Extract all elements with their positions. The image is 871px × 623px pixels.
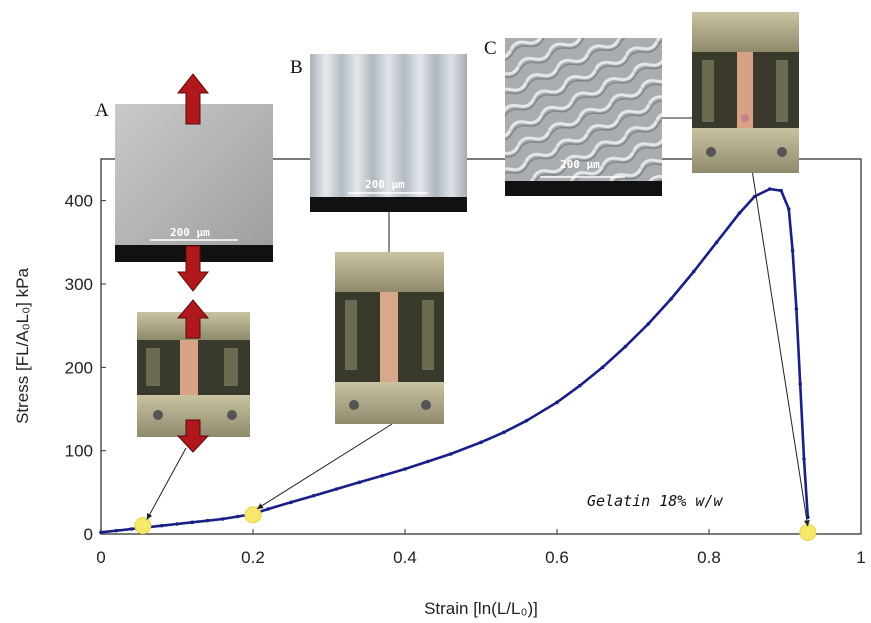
- data-point: [802, 457, 806, 461]
- data-point: [779, 188, 783, 193]
- data-point: [692, 269, 696, 274]
- inset-b-letter: B: [290, 57, 303, 78]
- data-point: [787, 207, 791, 211]
- highlight-point: [244, 506, 262, 524]
- inset-c-clamp-photo: [692, 12, 799, 173]
- data-point: [752, 194, 757, 199]
- data-point: [794, 307, 799, 311]
- inset-b-info-bar: [310, 197, 467, 212]
- data-point: [578, 383, 582, 388]
- data-point: [600, 365, 605, 370]
- highlight-point: [134, 517, 152, 535]
- x-tick-label: 0.8: [697, 548, 721, 567]
- data-point: [524, 418, 529, 423]
- pointer-lines: [146, 124, 810, 527]
- data-point: [190, 520, 194, 525]
- data-point: [289, 500, 293, 505]
- data-point: [380, 473, 385, 478]
- data-point: [426, 459, 430, 464]
- data-point: [623, 344, 628, 349]
- data-point: [555, 400, 559, 405]
- x-tick-label: 0.4: [393, 548, 417, 567]
- data-point: [205, 518, 210, 523]
- y-tick-label: 200: [65, 358, 93, 377]
- data-point: [646, 322, 650, 326]
- y-tick-label: 0: [84, 525, 93, 544]
- inset-b-clamp-photo: [335, 252, 444, 424]
- arrow-up-mid: [176, 299, 210, 339]
- data-point: [220, 517, 225, 521]
- y-tick-label: 300: [65, 275, 93, 294]
- inset-c-letter: C: [484, 38, 497, 59]
- inset-c-info-bar: [505, 181, 662, 196]
- data-point: [768, 187, 772, 191]
- arrow-up-top: [176, 73, 210, 125]
- inset-a-sem-image: [115, 104, 273, 262]
- inset-c: 200 µm C: [484, 38, 745, 196]
- y-tick-label: 400: [65, 192, 93, 211]
- data-point: [334, 487, 339, 491]
- data-point: [357, 480, 362, 485]
- data-point: [160, 523, 164, 528]
- data-point: [129, 527, 134, 531]
- plot-frame: [100, 158, 862, 535]
- stretch-arrows: [176, 73, 210, 453]
- data-point: [669, 297, 673, 301]
- material-annotation: Gelatin 18% w/w: [587, 492, 723, 510]
- y-tick-label: 100: [65, 442, 93, 461]
- x-tick-label: 0.6: [545, 548, 569, 567]
- data-point: [714, 240, 719, 245]
- inset-a-scale-label: 200 µm: [170, 226, 210, 239]
- series-layer: [99, 187, 817, 541]
- pointer-line: [146, 447, 187, 520]
- data-point: [798, 382, 802, 386]
- pointer-line: [256, 423, 393, 510]
- data-point: [114, 528, 118, 533]
- x-tick-label: 1: [856, 548, 865, 567]
- inset-c-scale-label: 200 µm: [560, 158, 600, 171]
- arrow-down-mid: [176, 245, 210, 292]
- x-axis-ticks: 0 0.2 0.4 0.6 0.8 1: [96, 529, 866, 567]
- arrow-down-bottom: [176, 419, 210, 453]
- data-point: [99, 530, 103, 535]
- inset-a-letter: A: [95, 100, 109, 121]
- data-point: [502, 430, 506, 435]
- data-point: [175, 522, 179, 526]
- data-point: [236, 514, 240, 519]
- data-point: [737, 211, 742, 215]
- highlight-point: [799, 523, 817, 541]
- inset-b: 200 µm B: [290, 54, 467, 252]
- inset-a: 200 µm A: [95, 100, 273, 262]
- pointer-line: [744, 124, 810, 527]
- y-axis-label: Stress [FL/A₀L₀] kPa: [13, 268, 32, 424]
- data-point: [266, 507, 271, 511]
- inset-b-scale-label: 200 µm: [365, 178, 405, 191]
- data-point: [790, 248, 795, 253]
- data-point: [312, 493, 316, 498]
- y-axis-ticks: 0 100 200 300 400: [65, 192, 106, 544]
- inset-b-sem-image: [310, 54, 467, 212]
- data-point: [479, 440, 483, 445]
- x-tick-label: 0.2: [241, 548, 265, 567]
- x-tick-label: 0: [96, 548, 105, 567]
- data-point: [448, 452, 453, 456]
- data-point: [403, 467, 407, 471]
- inset-c-sem-image: [505, 38, 662, 196]
- x-axis-label: Strain [ln(L/L₀)]: [424, 599, 538, 618]
